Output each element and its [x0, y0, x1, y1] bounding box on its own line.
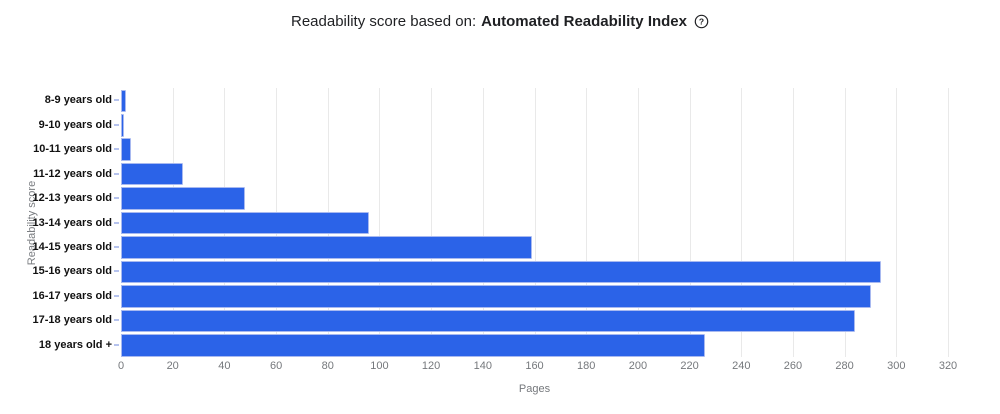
- y-tick-17-18-years-old: [114, 319, 119, 322]
- bar-row-10-11-years-old: [121, 137, 948, 162]
- y-axis-labels: 8-9 years old 9-10 years old 10-11 years o…: [0, 88, 113, 357]
- bar-12-13-years-old[interactable]: [121, 187, 245, 210]
- y-label-18-years-old: 18 years old +: [38, 338, 112, 351]
- x-axis-title: Pages: [518, 383, 551, 395]
- bar-row-13-14-years-old: [121, 211, 948, 236]
- y-label-11-12-years-old: 11-12 years old: [33, 167, 112, 180]
- bar-row-16-17-years-old: [121, 284, 948, 309]
- x-tick-label-160: 160: [525, 360, 544, 372]
- gridline-260: [792, 88, 794, 357]
- bar-row-9-10-years-old: [121, 113, 948, 138]
- x-tick-label-0: 0: [117, 360, 125, 372]
- y-tick-15-16-years-old: [114, 270, 119, 273]
- y-label-10-11-years-old: 10-11 years old: [33, 143, 112, 156]
- chart-title: Readability score based on: Automated Re…: [0, 10, 1000, 32]
- x-tick-label-80: 80: [321, 360, 334, 372]
- x-tick-label-320: 320: [938, 360, 958, 372]
- bar-row-15-16-years-old: [121, 260, 948, 285]
- y-label-17-18-years-old: 17-18 years old: [32, 314, 113, 327]
- y-label-13-14-years-old: 13-14 years old: [32, 216, 113, 229]
- bar-10-11-years-old[interactable]: [121, 138, 132, 161]
- chart-title-bold: Automated Readability Index: [481, 12, 687, 30]
- bar-17-18-years-old[interactable]: [121, 309, 855, 333]
- svg-text:?: ?: [699, 16, 704, 26]
- y-tick-12-13-years-old: [114, 197, 119, 199]
- bar-15-16-years-old[interactable]: [121, 260, 881, 284]
- bar-row-11-12-years-old: [121, 162, 948, 187]
- gridline-220: [689, 88, 691, 357]
- x-tick-label-120: 120: [421, 360, 441, 372]
- x-tick-label-240: 240: [732, 360, 751, 372]
- gridline-200: [637, 88, 639, 357]
- y-tick-10-11-years-old: [114, 148, 119, 151]
- y-tick-16-17-years-old: [114, 294, 119, 297]
- x-tick-label-140: 140: [473, 360, 492, 372]
- gridline-160: [534, 88, 536, 357]
- gridline-320: [948, 88, 949, 357]
- y-tick-14-15-years-old: [114, 246, 119, 248]
- question-mark-circle-icon[interactable]: ?: [694, 14, 709, 29]
- bar-16-17-years-old[interactable]: [121, 285, 871, 308]
- y-tick-8-9-years-old: [114, 99, 119, 102]
- gridline-280: [844, 88, 846, 357]
- bar-row-18-years-old: [121, 333, 948, 358]
- gridline-100: [379, 88, 381, 357]
- x-tick-label-100: 100: [370, 360, 389, 372]
- bar-row-12-13-years-old: [121, 186, 948, 211]
- bar-row-17-18-years-old: [121, 309, 948, 334]
- bar-row-8-9-years-old: [121, 89, 948, 114]
- y-tick-9-10-years-old: [114, 123, 119, 126]
- x-tick-label-200: 200: [628, 360, 648, 372]
- bar-18-years-old[interactable]: [121, 334, 706, 357]
- x-tick-label-40: 40: [218, 360, 231, 372]
- gridline-300: [896, 88, 898, 357]
- x-tick-label-180: 180: [577, 360, 596, 372]
- plot-area: [121, 88, 949, 358]
- bar-11-12-years-old[interactable]: [121, 162, 183, 186]
- x-tick-label-260: 260: [783, 360, 803, 372]
- gridline-120: [431, 88, 433, 357]
- chart-title-regular: Readability score based on:: [291, 12, 477, 30]
- y-label-16-17-years-old: 16-17 years old: [32, 289, 113, 302]
- y-label-14-15-years-old: 14-15 years old: [32, 240, 113, 253]
- bar-8-9-years-old[interactable]: [121, 89, 127, 112]
- gridline-140: [482, 88, 484, 357]
- y-tick-18-years-old: [114, 343, 119, 346]
- x-tick-label-280: 280: [835, 360, 854, 372]
- bar-13-14-years-old[interactable]: [121, 211, 370, 235]
- x-tick-label-300: 300: [887, 360, 906, 372]
- y-label-9-10-years-old: 9-10 years old: [38, 118, 112, 131]
- x-axis-labels: 0 20 40 60 80 100 120 140 160 180 200 220 240 260 280 3…: [117, 360, 957, 374]
- bar-14-15-years-old[interactable]: [121, 236, 532, 259]
- gridline-240: [741, 88, 743, 357]
- bar-9-10-years-old[interactable]: [121, 114, 124, 137]
- bar-row-14-15-years-old: [121, 235, 948, 260]
- x-tick-label-220: 220: [680, 360, 699, 372]
- gridline-180: [586, 88, 588, 357]
- y-label-15-16-years-old: 15-16 years old: [32, 265, 113, 278]
- y-tick-11-12-years-old: [114, 172, 119, 175]
- y-label-12-13-years-old: 12-13 years old: [32, 192, 113, 205]
- x-tick-label-60: 60: [269, 360, 283, 372]
- y-label-8-9-years-old: 8-9 years old: [44, 94, 112, 107]
- y-tick-13-14-years-old: [114, 221, 119, 224]
- x-tick-label-20: 20: [166, 360, 179, 372]
